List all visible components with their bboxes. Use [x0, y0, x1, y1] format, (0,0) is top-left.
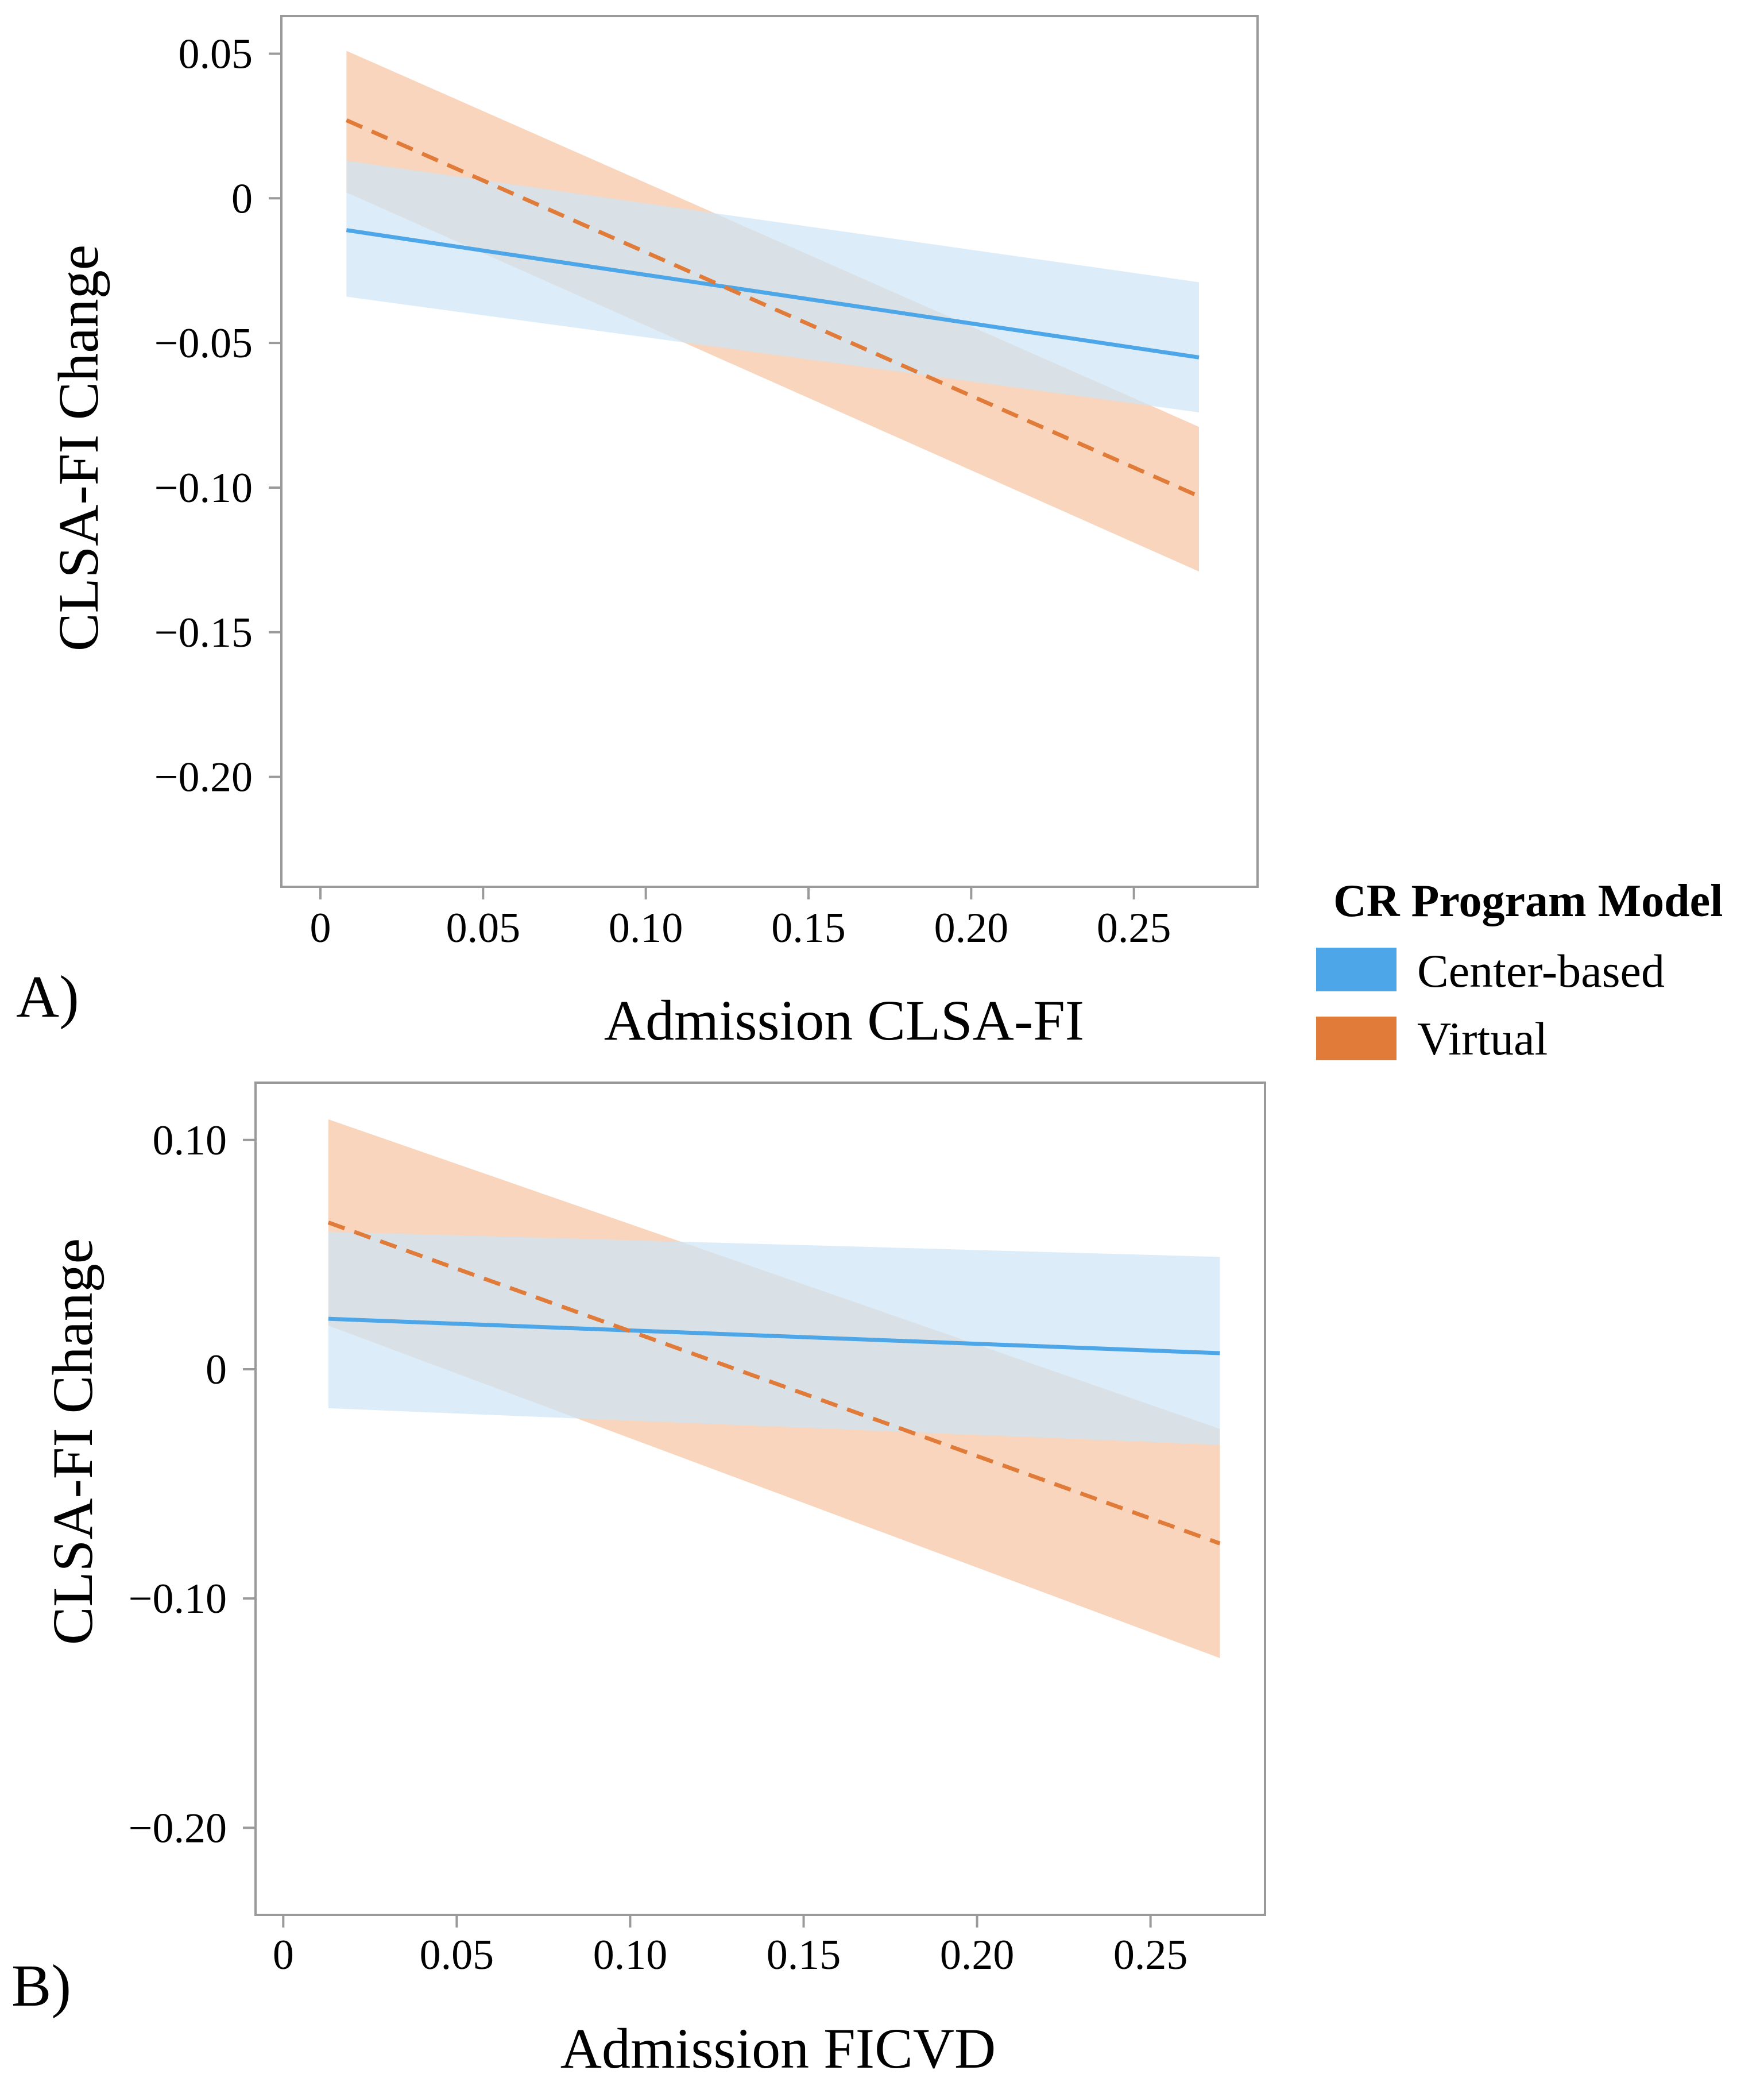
y-ticks-b: 0.10 0 −0.10 −0.20 — [129, 1117, 256, 1852]
y-axis-title-b: CLSA-FI Change — [41, 1238, 105, 1645]
x-tick-label: 0 — [273, 1932, 294, 1979]
plot-frame-a — [280, 15, 1259, 888]
x-ticks-a: 0 0.05 0.10 0.15 0.20 0.25 — [310, 887, 1171, 952]
panel-b: 0 0.05 0.10 0.15 0.20 0.25 0.10 0 −0.10 −0.20 Ad… — [11, 1082, 1266, 2078]
y-tick-label: −0.10 — [154, 465, 253, 512]
y-tick-label: −0.20 — [129, 1805, 227, 1852]
y-tick-label: −0.20 — [154, 754, 253, 801]
x-tick-label: 0.05 — [420, 1932, 494, 1979]
x-tick-label: 0.10 — [593, 1932, 668, 1979]
y-tick-label: −0.15 — [154, 609, 253, 656]
center-based-fit-line — [346, 228, 1200, 360]
x-tick-label: 0.15 — [771, 905, 846, 952]
panel-label-b: B) — [11, 1953, 71, 2019]
legend-swatch-center-based — [1316, 948, 1396, 991]
center-based-confidence-band — [346, 160, 1200, 413]
x-tick-label: 0 — [310, 905, 331, 952]
x-tick-label: 0.25 — [1097, 905, 1171, 952]
fit-lines-b — [327, 1220, 1221, 1546]
y-tick-label: 0 — [206, 1346, 227, 1393]
y-tick-label: −0.10 — [129, 1575, 227, 1623]
legend-label-center-based: Center-based — [1417, 945, 1665, 997]
x-tick-label: 0.05 — [446, 905, 521, 952]
confidence-bands-b — [328, 1119, 1220, 1658]
confidence-bands-a — [346, 51, 1200, 572]
y-tick-label: 0 — [231, 175, 253, 222]
y-axis-title-a: CLSA-FI Change — [47, 245, 110, 651]
center-based-confidence-band — [328, 1231, 1220, 1445]
x-tick-label: 0.10 — [609, 905, 683, 952]
fit-lines-a — [345, 118, 1200, 499]
x-tick-label: 0.25 — [1113, 1932, 1188, 1979]
x-tick-label: 0.15 — [767, 1932, 841, 1979]
legend-swatch-virtual — [1316, 1017, 1396, 1060]
y-tick-label: −0.05 — [154, 320, 253, 367]
legend-title: CR Program Model — [1333, 876, 1723, 926]
center-based-fit-line — [328, 1316, 1220, 1355]
x-axis-title-a: Admission CLSA-FI — [604, 988, 1084, 1052]
y-tick-label: 0.10 — [153, 1117, 227, 1164]
legend-label-virtual: Virtual — [1417, 1013, 1548, 1065]
y-tick-label: 0.05 — [179, 30, 253, 78]
virtual-fit-line — [345, 118, 1200, 499]
x-tick-label: 0.20 — [940, 1932, 1015, 1979]
y-ticks-a: 0.05 0 −0.05 −0.10 −0.15 −0.20 — [154, 30, 281, 801]
legend: CR Program Model Center-based Virtual — [1316, 876, 1723, 1065]
x-ticks-b: 0 0.05 0.10 0.15 0.20 0.25 — [273, 1915, 1188, 1979]
panel-a: 0 0.05 0.10 0.15 0.20 0.25 0.05 0 −0.05 −0.10 −0.… — [16, 15, 1259, 1052]
panel-label-a: A) — [16, 964, 79, 1030]
x-tick-label: 0.20 — [934, 905, 1009, 952]
virtual-fit-line — [327, 1220, 1221, 1546]
x-axis-title-b: Admission FICVD — [560, 2017, 996, 2078]
plot-frame-b — [254, 1082, 1266, 1916]
